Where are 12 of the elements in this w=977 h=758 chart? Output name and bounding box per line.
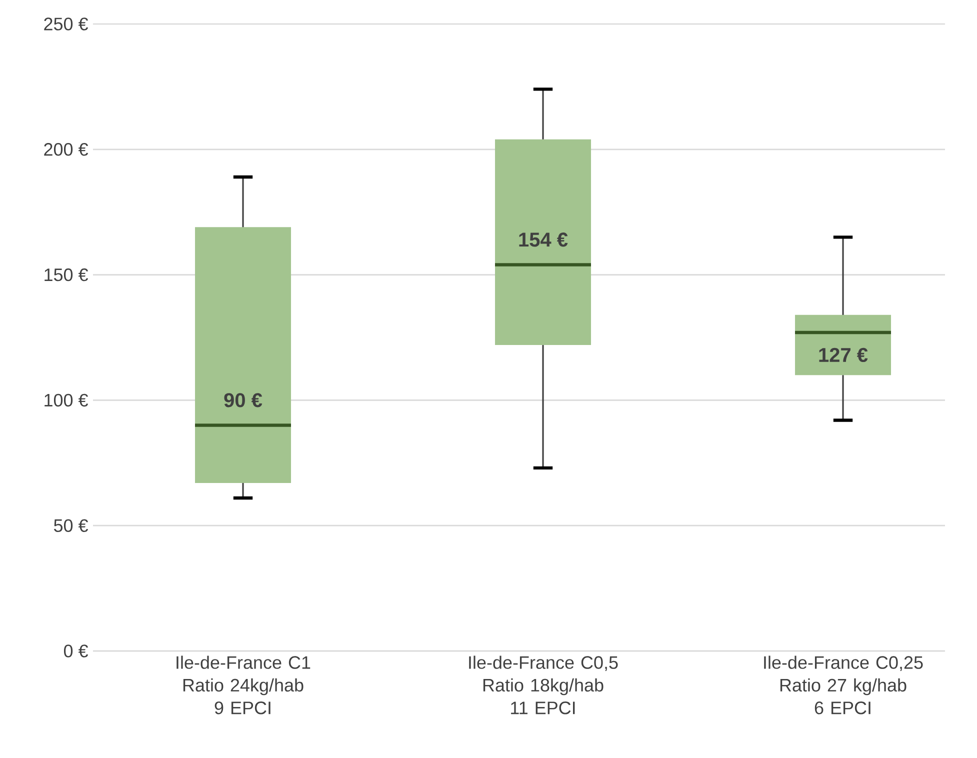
x-tick-label: Ile-de-France C1 Ratio 24kg/hab 9 EPCI	[176, 656, 310, 714]
y-tick-label: 0 €	[64, 644, 88, 658]
y-tick-label: 250 €	[44, 18, 88, 30]
text: 127 €	[819, 348, 868, 362]
y-tick-label: 50 €	[54, 519, 88, 532]
text: 154 €	[519, 232, 568, 247]
x-tick-label: Ile-de-France C0,25 Ratio 27 kg/hab 6 EPCI	[764, 656, 923, 714]
y-tick-label: 150 €	[44, 268, 88, 282]
x-tick-label: Ile-de-France C0,5 Ratio 18kg/hab 11 EPCI	[469, 656, 618, 714]
y-tick-label: 200 €	[44, 143, 88, 156]
text: 90 €	[224, 393, 262, 408]
y-tick-label: 100 €	[44, 394, 88, 407]
